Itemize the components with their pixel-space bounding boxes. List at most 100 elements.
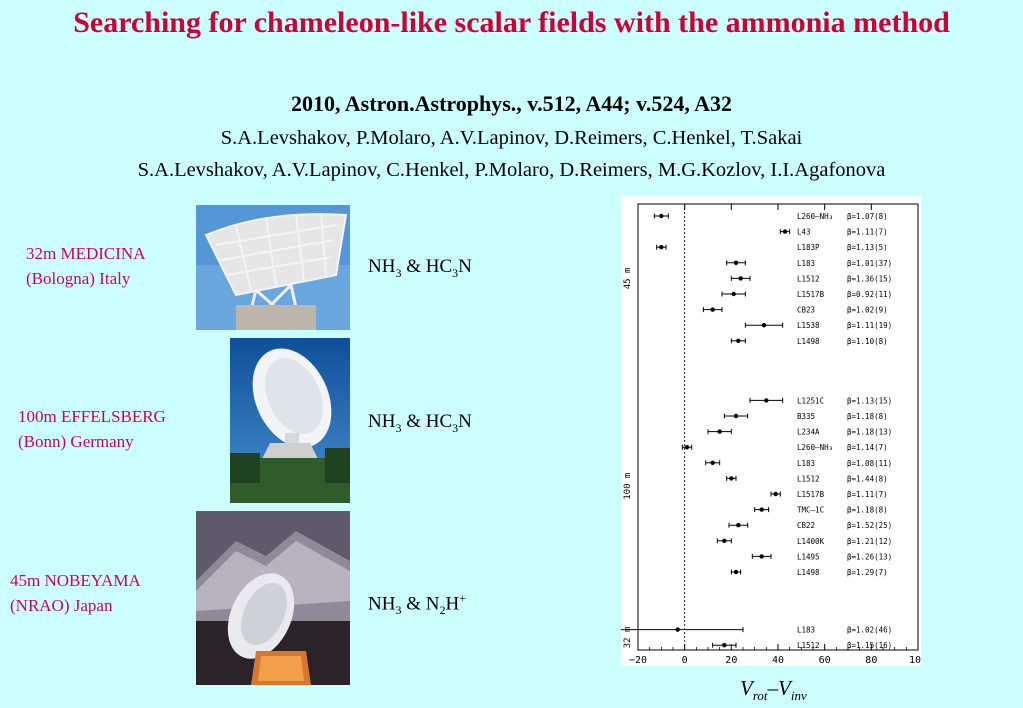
x-tick-label: 0 xyxy=(682,655,688,666)
group-label: 45 m xyxy=(623,268,633,290)
data-point xyxy=(733,260,739,265)
site-label-effelsberg: 100m EFFELSBERG (Bonn) Germany xyxy=(18,404,166,454)
molecule-hc: HC xyxy=(425,256,453,277)
molecules-effelsberg: NH3 & HC3N xyxy=(368,410,472,440)
ampersand: & xyxy=(401,411,426,432)
source-label: L1498 xyxy=(797,337,820,346)
beta-label: β=1.01(37) xyxy=(847,259,892,268)
var-v: V xyxy=(778,676,791,700)
beta-label: β=1.15(16) xyxy=(847,641,892,650)
data-point xyxy=(761,323,767,328)
beta-label: β=1.08(11) xyxy=(847,459,892,468)
beta-label: β=1.29(7) xyxy=(847,568,888,577)
data-point xyxy=(733,413,739,419)
source-label: L1517B xyxy=(797,490,825,499)
minus-sign: – xyxy=(767,676,779,700)
data-point xyxy=(773,491,778,497)
subscript: 3 xyxy=(395,420,402,435)
x-tick-label: 100 xyxy=(909,655,921,666)
source-label: L1512 xyxy=(797,274,820,283)
subscript: 3 xyxy=(452,265,459,280)
group-label: 100 m xyxy=(623,473,633,500)
beta-label: β=1.13(15) xyxy=(847,396,892,405)
source-label: L1512 xyxy=(797,474,820,483)
molecule-end: N xyxy=(458,411,472,432)
source-label: L1400K xyxy=(797,537,825,546)
medicina-telescope-photo xyxy=(196,205,350,330)
data-point xyxy=(782,229,788,234)
data-point xyxy=(731,291,736,297)
site-location: (NRAO) Japan xyxy=(10,596,113,615)
slide-title: Searching for chameleon-like scalar fiel… xyxy=(73,6,950,39)
source-label: L183 xyxy=(797,259,815,268)
data-point xyxy=(710,460,715,465)
group-label: 32 m xyxy=(623,627,633,649)
source-label: L183P xyxy=(797,243,820,252)
beta-label: β=1.11(19) xyxy=(847,321,892,330)
molecule-nh: NH xyxy=(368,256,396,277)
beta-label: β=1.18(8) xyxy=(847,412,888,421)
var-v: V xyxy=(740,676,753,700)
beta-label: β=1.18(13) xyxy=(847,428,892,437)
source-label: L1517B xyxy=(797,290,825,299)
beta-label: β=1.52(25) xyxy=(847,521,892,530)
beta-label: β=1.11(7) xyxy=(847,228,888,237)
data-point xyxy=(764,398,769,403)
journal-reference: 2010, Astron.Astrophys., v.512, A44; v.5… xyxy=(290,91,733,116)
data-point xyxy=(659,245,664,250)
source-label: L1251C xyxy=(797,396,824,405)
molecules-nobeyama: NH3 & N2H+ xyxy=(368,586,466,622)
velocity-offset-plot: −20 0 20 40 60 80 100 L260–NH₃ β=1.07(8) L43 β=1.1… xyxy=(621,196,921,666)
source-label: L260–NH₃ xyxy=(797,443,833,452)
subscript-rot: rot xyxy=(752,688,768,704)
data-point xyxy=(759,507,764,512)
authors-line-2: S.A.Levshakov, A.V.Lapinov, C.Henkel, P.… xyxy=(137,159,886,181)
source-label: L234A xyxy=(797,428,820,437)
effelsberg-telescope-photo xyxy=(230,338,350,503)
site-location: (Bonn) Germany xyxy=(18,432,134,451)
source-label: TMC–1C xyxy=(797,506,824,515)
ampersand: & xyxy=(401,593,426,615)
data-point xyxy=(733,569,739,575)
data-point xyxy=(717,429,722,434)
source-label: L260–NH₃ xyxy=(797,212,833,221)
superscript: + xyxy=(459,591,466,605)
beta-label: β=1.18(8) xyxy=(847,506,888,515)
subscript: 2 xyxy=(439,603,446,618)
data-point xyxy=(729,476,734,481)
molecule-nh: NH xyxy=(368,593,396,615)
source-label: L1512 xyxy=(797,641,820,650)
subscript-inv: inv xyxy=(790,688,807,704)
plot-svg: −20 0 20 40 60 80 100 L260–NH₃ β=1.07(8) L43 β=1.1… xyxy=(621,203,921,666)
data-point xyxy=(710,307,715,312)
ampersand: & xyxy=(401,256,426,277)
source-label: L183 xyxy=(797,626,815,635)
site-name: 100m EFFELSBERG xyxy=(18,407,166,426)
beta-label: β=1.21(12) xyxy=(847,537,892,546)
molecules-medicina: NH3 & HC3N xyxy=(368,255,472,285)
source-label: L1538 xyxy=(797,321,820,330)
data-point xyxy=(675,627,680,632)
beta-label: β=1.26(13) xyxy=(847,552,892,561)
data-point xyxy=(684,445,690,450)
beta-label: β=1.44(8) xyxy=(847,474,888,483)
beta-label: β=1.14(7) xyxy=(847,443,888,452)
source-label: L1498 xyxy=(797,568,820,577)
x-tick-label: −20 xyxy=(629,655,647,666)
source-label: L1495 xyxy=(797,552,820,561)
x-tick-label: 60 xyxy=(819,655,831,666)
source-label: L183 xyxy=(797,459,815,468)
source-label: L43 xyxy=(797,228,811,237)
site-name: 45m NOBEYAMA xyxy=(10,571,141,590)
beta-label: β=1.11(7) xyxy=(847,490,888,499)
molecule-end: N xyxy=(458,256,472,277)
data-point xyxy=(736,338,741,343)
nobeyama-telescope-photo xyxy=(196,511,350,685)
beta-label: β=1.02(9) xyxy=(847,306,888,315)
x-tick-label: 20 xyxy=(725,655,737,666)
site-label-medicina: 32m MEDICINA (Bologna) Italy xyxy=(26,241,145,291)
source-label: B335 xyxy=(797,412,815,421)
authors-line-1: S.A.Levshakov, P.Molaro, A.V.Lapinov, D.… xyxy=(220,127,803,149)
data-point xyxy=(736,523,741,528)
x-tick-label: 40 xyxy=(772,655,784,666)
